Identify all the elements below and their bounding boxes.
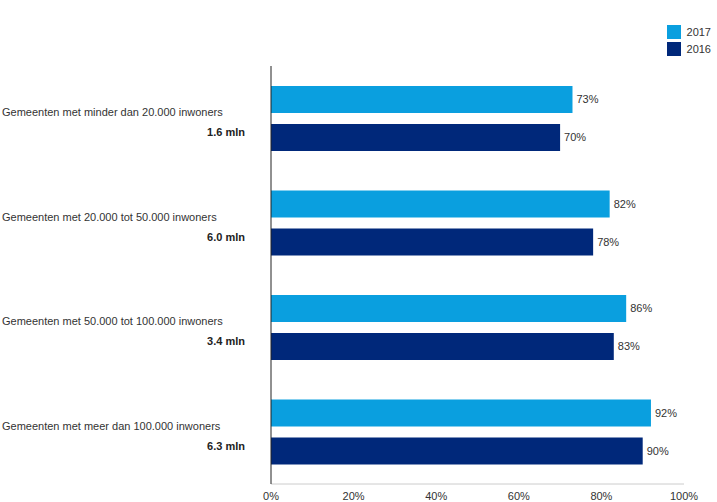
svg-text:6.0 mln: 6.0 mln — [207, 231, 245, 243]
svg-text:82%: 82% — [614, 198, 636, 210]
svg-text:Gemeenten met 20.000 tot 50.00: Gemeenten met 20.000 tot 50.000 inwoners — [8, 211, 217, 223]
svg-text:Gemeenten met 50.000 tot 100.0: Gemeenten met 50.000 tot 100.000 inwoner… — [8, 315, 223, 327]
svg-text:40%: 40% — [425, 490, 447, 502]
svg-text:6.3 mln: 6.3 mln — [207, 440, 245, 452]
svg-text:20%: 20% — [343, 490, 365, 502]
svg-text:70%: 70% — [564, 131, 586, 143]
html-text:2016: 2016 — [686, 43, 711, 55]
svg-text:Gemeenten met meer dan 100.000: Gemeenten met meer dan 100.000 inwoners — [8, 420, 221, 432]
svg-text:60%: 60% — [508, 490, 530, 502]
svg-text:80%: 80% — [590, 490, 612, 502]
svg-text:92%: 92% — [655, 407, 677, 419]
svg-text:86%: 86% — [630, 302, 652, 314]
svg-text:3.4 mln: 3.4 mln — [207, 335, 245, 347]
svg-text:78%: 78% — [597, 236, 619, 248]
svg-text:Gemeenten met minder dan 20.00: Gemeenten met minder dan 20.000 inwoners — [8, 106, 223, 118]
html-text:2017: 2017 — [686, 26, 711, 38]
svg-text:0%: 0% — [263, 490, 279, 502]
svg-text:83%: 83% — [618, 340, 640, 352]
svg-text:100%: 100% — [670, 490, 698, 502]
svg-text:90%: 90% — [647, 445, 669, 457]
svg-text:73%: 73% — [576, 93, 598, 105]
svg-text:1.6 mln: 1.6 mln — [207, 126, 245, 138]
